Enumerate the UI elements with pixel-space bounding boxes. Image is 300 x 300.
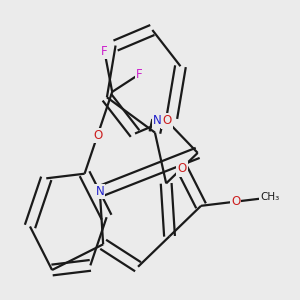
Text: N: N bbox=[95, 185, 104, 198]
Text: O: O bbox=[93, 129, 102, 142]
Text: F: F bbox=[101, 45, 108, 58]
Text: CH₃: CH₃ bbox=[260, 193, 280, 202]
Text: O: O bbox=[231, 195, 240, 208]
Text: N: N bbox=[153, 114, 162, 127]
Text: F: F bbox=[136, 68, 143, 81]
Text: O: O bbox=[162, 114, 172, 128]
Text: O: O bbox=[178, 162, 187, 175]
